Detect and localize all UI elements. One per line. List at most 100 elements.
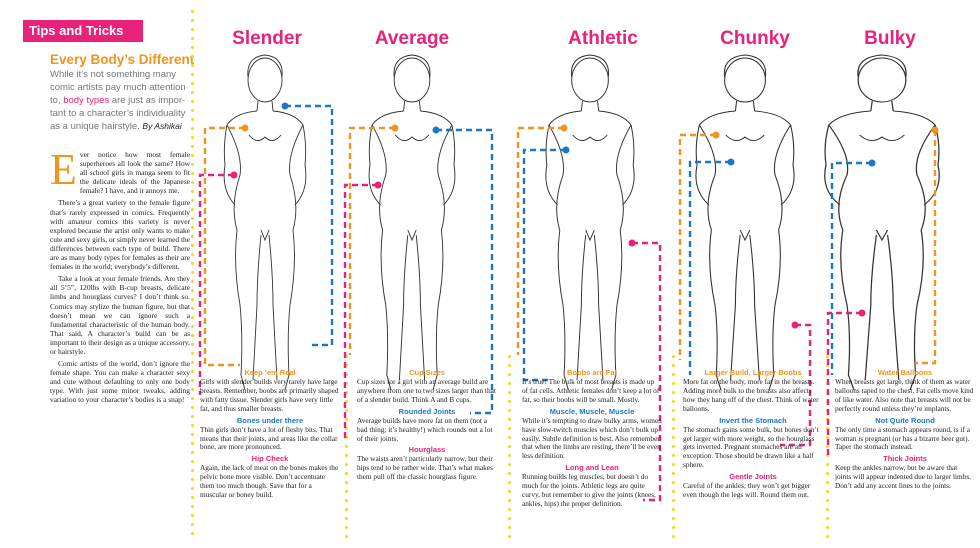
separator-dot [191, 370, 194, 373]
tip-text: Girls with slender builds very rarely ha… [200, 377, 339, 413]
tip-heading: Muscle, Muscle, Muscle [549, 406, 635, 416]
separator-dot [345, 463, 348, 466]
tip-text: When breasts get large, think of them as… [835, 377, 974, 413]
separator-dot [672, 436, 675, 439]
separator-dot [191, 334, 194, 337]
separator-dot [672, 517, 675, 520]
separator-dot [672, 481, 675, 484]
separator-dot [191, 235, 194, 238]
separator-dot [191, 91, 194, 94]
separator-dot [672, 472, 675, 475]
paragraph: Comic artists of the world, don’t ignore… [50, 359, 190, 405]
separator-dot [191, 316, 194, 319]
separator-dot [191, 532, 194, 535]
tip-text: While it’s tempting to draw bulky arms, … [522, 415, 662, 461]
tips-average: Cup Sizes Cup sizes for a girl with an a… [357, 368, 497, 484]
tips-bulky: Water Balloons When breasts get large, t… [835, 368, 975, 493]
separator-dot [191, 190, 194, 193]
separator-dot [191, 55, 194, 58]
separator-dot [191, 352, 194, 355]
separator-dot [345, 535, 348, 538]
byline: By Ashikai [142, 121, 182, 131]
separator-dot [191, 379, 194, 382]
separator-dot [191, 451, 194, 454]
paragraph: Take a look at your female friends. Are … [50, 274, 190, 356]
separator-dot [508, 364, 511, 367]
column-title-athletic: Athletic [568, 28, 638, 49]
separator-dot [191, 514, 194, 517]
separator-dot [826, 427, 829, 430]
tip-text: Average builds have more fat on them (no… [357, 415, 493, 443]
separator-dot [345, 400, 348, 403]
separator-dot [191, 154, 194, 157]
separator-dot [508, 436, 511, 439]
separator-dot [508, 445, 511, 448]
separator-dot [191, 145, 194, 148]
separator-dot [191, 100, 194, 103]
separator-dot [508, 382, 511, 385]
separator-dot [672, 427, 675, 430]
separator-dot [345, 382, 348, 385]
separator-dot [672, 382, 675, 385]
separator-dot [672, 463, 675, 466]
tip-text: Thin girls don’t have a lot of fleshy bi… [200, 424, 338, 452]
separator-dot [191, 64, 194, 67]
separator-dot [672, 490, 675, 493]
separator-dot [191, 82, 194, 85]
separator-dot [345, 481, 348, 484]
tip-text: The stomach gains some bulk, but bones d… [683, 424, 819, 470]
column-separator [508, 355, 512, 544]
separator-dot [508, 526, 511, 529]
separator-dot [191, 289, 194, 292]
article-heading: Every Body’s Different [50, 52, 195, 67]
separator-dot [826, 517, 829, 520]
separator-dot [345, 499, 348, 502]
separator-dot [508, 508, 511, 511]
tip-heading: Keep ’em Real [244, 368, 296, 377]
separator-dot [191, 127, 194, 130]
separator-dot [508, 454, 511, 457]
separator-dot [826, 508, 829, 511]
column-title-slender: Slender [232, 28, 302, 49]
column-separator [191, 10, 195, 541]
separator-dot [672, 373, 675, 376]
separator-dot [191, 298, 194, 301]
tip-heading: Long and Lean [565, 463, 619, 473]
separator-dot [826, 490, 829, 493]
separator-dot [191, 469, 194, 472]
separator-dot [672, 364, 675, 367]
tip-heading: Rounded Joints [398, 406, 456, 416]
tips-slender: Keep ’em Real Girls with slender builds … [200, 368, 340, 502]
separator-dot [191, 397, 194, 400]
separator-dot [345, 490, 348, 493]
separator-dot [672, 391, 675, 394]
tip-heading: Invert the Stomach [719, 415, 787, 425]
tips-athletic: Boobs are Fat It’s true! The bulk of mos… [522, 368, 662, 511]
separator-dot [826, 463, 829, 466]
separator-dot [826, 535, 829, 538]
separator-dot [191, 478, 194, 481]
separator-dot [191, 46, 194, 49]
tip-text: Careful of the ankles; they won’t get bi… [683, 481, 811, 500]
separator-dot [191, 496, 194, 499]
tip-text: The only time a stomach appears round, i… [835, 424, 970, 452]
separator-dot [672, 535, 675, 538]
separator-dot [191, 406, 194, 409]
separator-dot [191, 226, 194, 229]
separator-dot [191, 388, 194, 391]
separator-dot [345, 391, 348, 394]
separator-dot [826, 526, 829, 529]
separator-dot [508, 472, 511, 475]
column-separator [345, 355, 349, 544]
tip-text: More fat on the body, more fat in the br… [683, 377, 819, 413]
separator-dot [191, 442, 194, 445]
section-badge: Tips and Tricks [23, 20, 143, 42]
separator-dot [191, 253, 194, 256]
separator-dot [191, 487, 194, 490]
separator-dot [191, 10, 194, 13]
separator-dot [191, 37, 194, 40]
separator-dot [191, 244, 194, 247]
separator-dot [191, 28, 194, 31]
